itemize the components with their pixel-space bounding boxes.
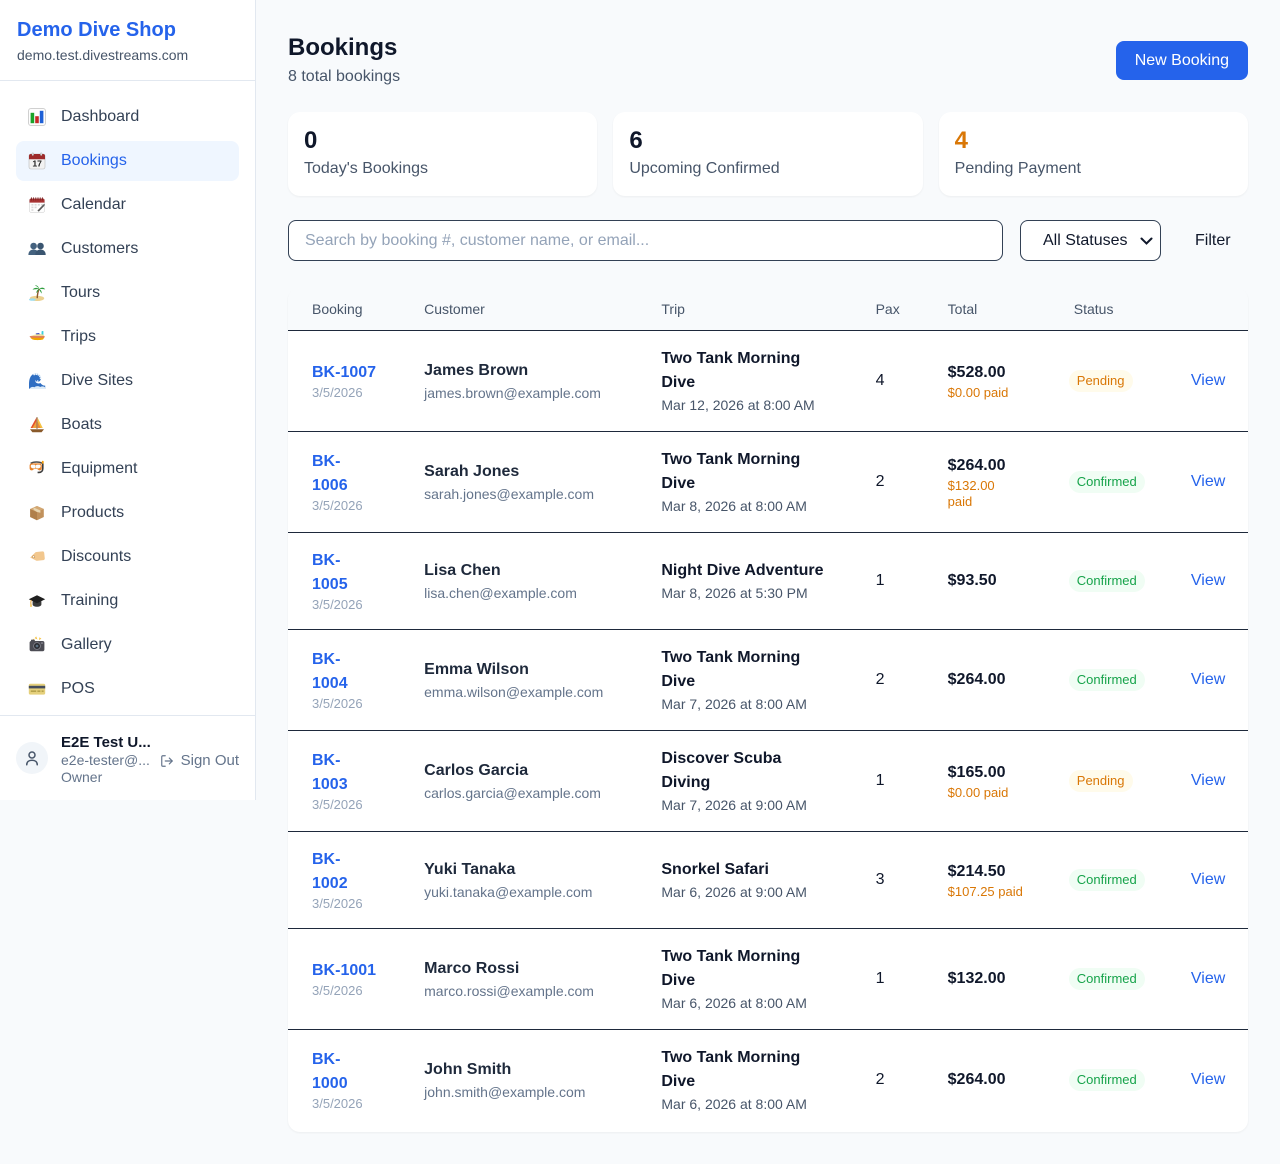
svg-text:17: 17 [32,159,42,169]
